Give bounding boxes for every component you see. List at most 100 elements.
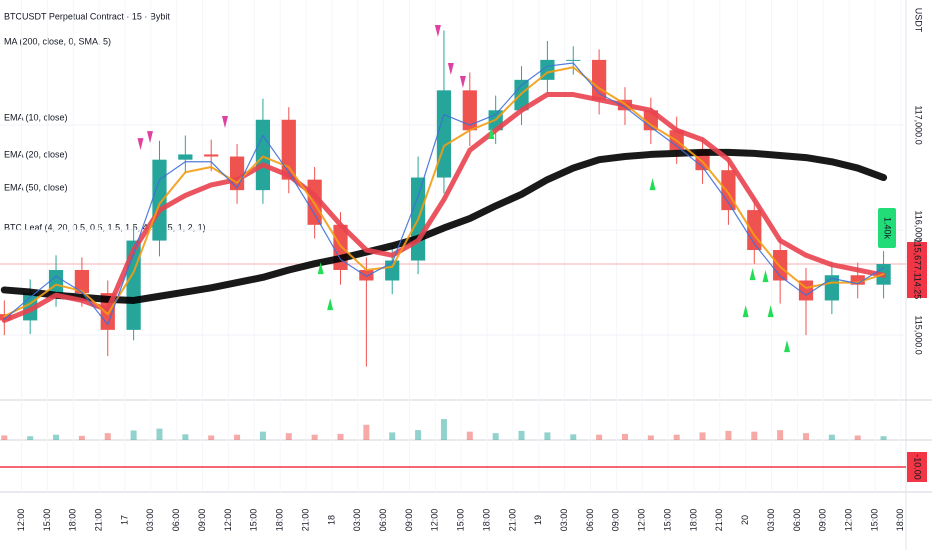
volume-bar (53, 434, 60, 440)
currency-label: USDT (914, 8, 924, 33)
x-tick-label: 12:00 (637, 509, 647, 532)
x-tick-label: 15:00 (662, 509, 672, 532)
x-tick-label: 18:00 (68, 509, 78, 532)
grid (0, 124, 906, 336)
volume-bar (208, 435, 215, 440)
signal-marker (784, 340, 791, 353)
volume-bar (104, 433, 111, 440)
signal-marker (749, 268, 756, 281)
x-tick-label: 21:00 (714, 509, 724, 532)
moving-average-line (3, 62, 885, 326)
signal-marker (327, 298, 334, 311)
signal-marker (649, 178, 656, 191)
volume-bar (27, 436, 34, 440)
moving-average-line (0, 148, 888, 304)
signal-badge-box (878, 208, 896, 248)
x-tick-label: 03:00 (145, 509, 155, 532)
candle-body (385, 260, 400, 281)
volume-bar (570, 434, 577, 440)
volume-bar (596, 434, 603, 440)
signal-marker (742, 305, 749, 318)
plot (0, 24, 906, 367)
x-tick-label: 21:00 (507, 509, 517, 532)
volume-bar (621, 433, 628, 440)
x-tick-label: 03:00 (352, 509, 362, 532)
volume-bar (647, 435, 654, 440)
legend-entry: EMA (20, close) (4, 149, 68, 159)
volume-bar (828, 434, 835, 440)
legend: BTCUSDT Perpetual Contract · 15 · Bybit … (4, 11, 206, 232)
volume-bar (803, 433, 810, 440)
chart-title: BTCUSDT Perpetual Contract · 15 · Bybit (4, 11, 170, 21)
x-tick-label: 21:00 (300, 509, 310, 532)
volume-bar (415, 430, 422, 440)
candle-body (514, 79, 529, 111)
signal-marker (434, 24, 441, 37)
y-tick-label: 117,000.0 (914, 105, 924, 144)
candle-body (462, 90, 477, 131)
x-tick-label: 12:00 (430, 509, 440, 532)
signal-marker (137, 138, 144, 151)
x-tick-label: 09:00 (404, 509, 414, 532)
volume-bar (285, 433, 292, 440)
x-tick-label: 18 (326, 515, 336, 525)
volume-bar (544, 432, 551, 440)
last-price-box (907, 241, 927, 298)
x-tick-label: 18:00 (688, 509, 698, 532)
volume-bar (880, 436, 887, 440)
moving-average-line (3, 66, 885, 318)
legend-entry: EMA (10, close) (4, 112, 68, 122)
volume-bar (337, 433, 344, 440)
volume-bar (78, 435, 85, 440)
candle-body (281, 119, 296, 180)
volume-bar (777, 430, 784, 440)
x-tick-label: 19 (533, 515, 543, 525)
signal-marker (317, 262, 324, 275)
candle-body (721, 170, 736, 211)
oscillator-label: -10.00 (913, 454, 923, 480)
volume-bar (492, 433, 499, 440)
volume-bar (518, 430, 525, 440)
volume-bar (440, 419, 447, 440)
legend-entry: MA (200, close, 0, SMA, 5) (4, 36, 111, 46)
x-tick-label: 09:00 (197, 509, 207, 532)
x-tick-label: 06:00 (585, 509, 595, 532)
signal-marker (459, 76, 466, 89)
signal-marker (146, 131, 153, 144)
candle-body (436, 90, 452, 178)
x-tick-label: 03:00 (559, 509, 569, 532)
y-tick-label: 116,000.0 (914, 210, 924, 249)
volume-bar (130, 430, 137, 440)
volume-bar (673, 434, 680, 440)
x-tick-label: 20 (740, 515, 750, 525)
volume-bar (751, 431, 758, 440)
x-tick-label: 12:00 (223, 509, 233, 532)
candle-body (255, 119, 271, 191)
x-tick-label: 09:00 (611, 509, 621, 532)
volume-bar (725, 430, 732, 440)
candle-body (74, 269, 90, 294)
x-tick-label: 18:00 (895, 509, 905, 532)
x-tick-label: 15:00 (249, 509, 259, 532)
candle-body (178, 154, 193, 160)
volume-bar (466, 431, 473, 440)
x-tick-label: 12:00 (16, 509, 26, 532)
volume-bar (1, 435, 8, 440)
x-tick-label: 06:00 (171, 509, 181, 532)
volume-bar (854, 435, 861, 440)
x-tick-label: 06:00 (378, 509, 388, 532)
x-tick-label: 21:00 (94, 509, 104, 532)
x-tick-label: 12:00 (843, 509, 853, 532)
x-tick-label: 03:00 (766, 509, 776, 532)
x-tick-label: 06:00 (792, 509, 802, 532)
candle-body (566, 59, 581, 61)
signal-marker (221, 116, 228, 129)
x-tick-label: 15:00 (869, 509, 879, 532)
candle-body (850, 275, 865, 285)
countdown-label: 14:25 (913, 277, 923, 300)
legend-entry: EMA (50, close) (4, 182, 68, 192)
volume-bar (156, 428, 163, 440)
signal-marker (762, 270, 769, 283)
volume-bar (311, 434, 318, 440)
